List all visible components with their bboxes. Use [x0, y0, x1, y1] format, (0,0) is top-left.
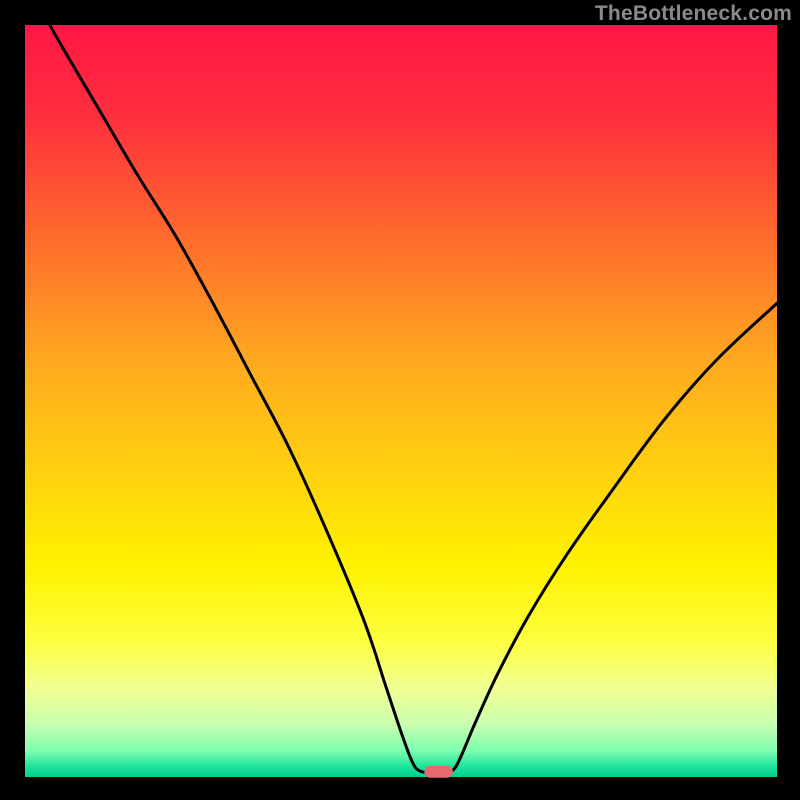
bottleneck-chart [0, 0, 800, 800]
chart-gradient-bg [25, 25, 777, 777]
watermark-text: TheBottleneck.com [595, 2, 792, 26]
optimal-point-marker [424, 766, 453, 778]
